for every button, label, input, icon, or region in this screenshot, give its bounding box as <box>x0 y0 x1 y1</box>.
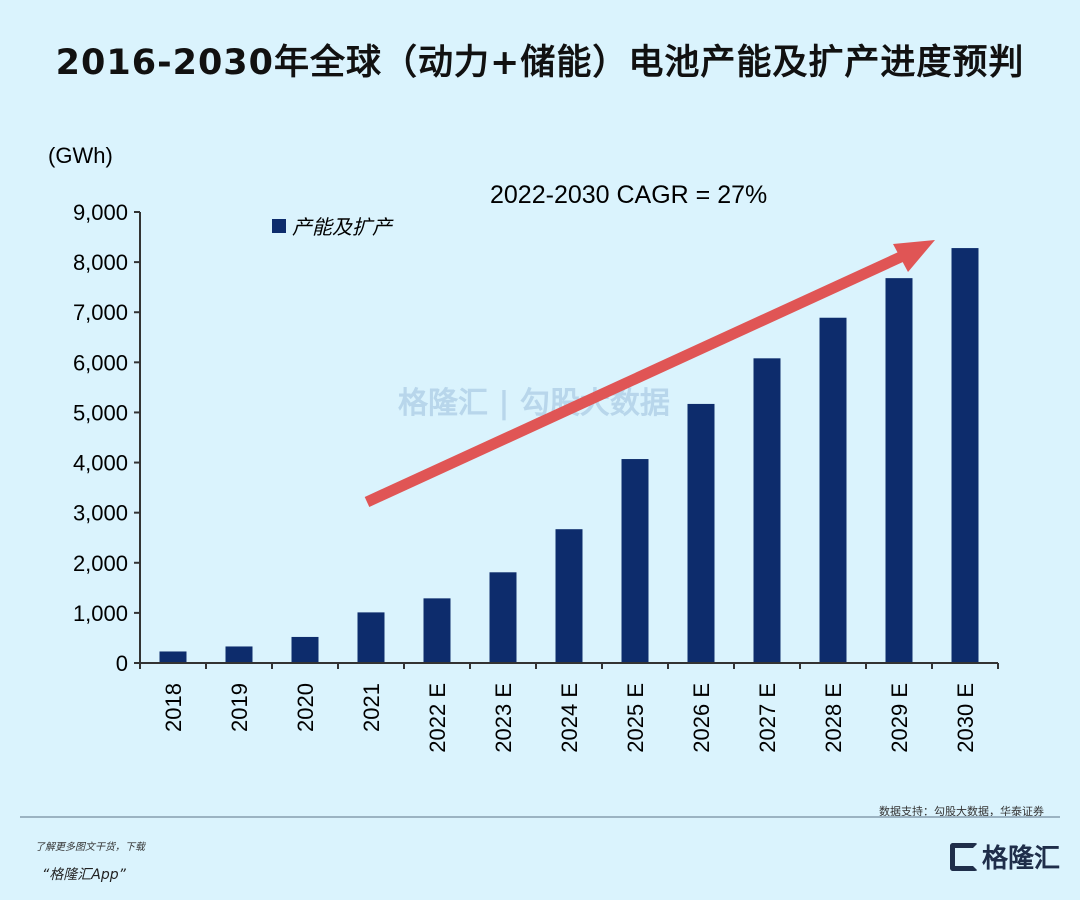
trend-arrow-head <box>893 240 935 272</box>
y-tick-label: 4,000 <box>73 451 128 476</box>
bar-2020 <box>291 636 319 663</box>
x-tick-label: 2020 <box>293 683 318 732</box>
x-tick-label: 2030 E <box>953 683 978 753</box>
cagr-annotation: 2022-2030 CAGR = 27% <box>490 181 767 209</box>
divider <box>20 816 1060 818</box>
y-axis-unit: (GWh) <box>48 143 113 168</box>
x-tick-label: 2027 E <box>755 683 780 753</box>
footer-text: 了解更多图文干货，下载 <box>35 842 145 853</box>
footer-app: “格隆汇App” <box>42 867 126 883</box>
bar-2030E <box>951 248 979 663</box>
y-tick-label: 3,000 <box>73 501 128 526</box>
x-tick-label: 2029 E <box>887 683 912 753</box>
bar-2023E <box>489 572 517 663</box>
y-tick-label: 7,000 <box>73 300 128 325</box>
x-tick-label: 2024 E <box>557 683 582 753</box>
y-tick-label: 5,000 <box>73 400 128 425</box>
x-tick-label: 2025 E <box>623 683 648 753</box>
bar-2027E <box>753 358 781 663</box>
y-tick-label: 6,000 <box>73 350 128 375</box>
bar-2018 <box>159 651 187 663</box>
bar-2028E <box>819 317 847 663</box>
bar-2021 <box>357 612 385 663</box>
bar-2022E <box>423 598 451 663</box>
x-tick-label: 2028 E <box>821 683 846 753</box>
trend-arrow-shaft <box>364 250 908 507</box>
y-tick-label: 0 <box>116 651 128 676</box>
y-tick-label: 8,000 <box>73 250 128 275</box>
x-tick-label: 2021 <box>359 683 384 732</box>
x-tick-label: 2026 E <box>689 683 714 753</box>
bar-chart: (GWh) 2022-2030 CAGR = 27% 产能及扩产 0 1,000 2… <box>48 143 999 753</box>
chart-title: 2016-2030年全球（动力+储能）电池产能及扩产进度预判 <box>55 43 1025 83</box>
legend-label: 产能及扩产 <box>292 215 394 239</box>
logo: 格隆汇 <box>949 838 1060 875</box>
y-tick-label: 9,000 <box>73 200 128 225</box>
y-tick-label: 1,000 <box>73 601 128 626</box>
bar-2026E <box>687 403 715 663</box>
bar-2019 <box>225 646 253 663</box>
x-tick-label: 2023 E <box>491 683 516 753</box>
y-tick-label: 2,000 <box>73 551 128 576</box>
logo-icon <box>949 842 978 871</box>
bar-2025E <box>621 459 649 663</box>
watermark: 格隆汇 | 勾股大数据 <box>398 386 670 421</box>
x-tick-label: 2022 E <box>425 683 450 753</box>
source-note: 数据支持：勾股大数据，华泰证券 <box>879 805 1044 818</box>
bar-2024E <box>555 529 583 663</box>
bar-2029E <box>885 278 913 663</box>
x-tick-label: 2018 <box>161 683 186 732</box>
legend-swatch <box>272 219 286 233</box>
x-tick-label: 2019 <box>227 683 252 732</box>
logo-text: 格隆汇 <box>981 844 1060 874</box>
